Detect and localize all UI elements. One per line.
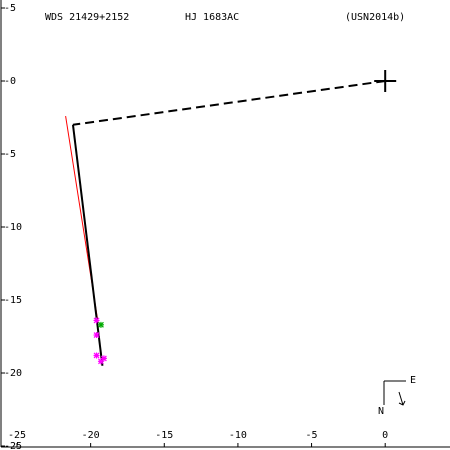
y-tick-label: -20 [4, 368, 22, 379]
x-tick-label: -5 [306, 430, 318, 441]
x-tick-label: -15 [155, 430, 173, 441]
chart-title: HJ 1683AC [185, 12, 239, 23]
x-tick-label: -20 [82, 430, 100, 441]
observation [93, 317, 100, 324]
y-tick-label: -5 [4, 3, 16, 14]
primary-star [374, 70, 397, 92]
x-tick-label: -10 [229, 430, 247, 441]
y-tick-label: -0 [4, 76, 16, 87]
y-tick-label: -25 [4, 441, 22, 450]
chart-title: (USN2014b) [345, 12, 405, 23]
observation [93, 352, 100, 359]
orbit-line [71, 124, 104, 366]
x-tick-label: -25 [8, 430, 26, 441]
observation [97, 358, 104, 365]
x-tick-label: 0 [382, 430, 388, 441]
observation [97, 321, 104, 328]
y-tick-label: -10 [4, 222, 22, 233]
observation [100, 355, 107, 362]
chart-title: WDS 21429+2152 [45, 12, 129, 23]
y-tick-label: -15 [4, 295, 22, 306]
observation [93, 332, 100, 339]
compass [383, 380, 406, 406]
orbit-line [72, 80, 386, 126]
compass-label: N [378, 406, 384, 417]
y-tick-label: -5 [4, 149, 16, 160]
compass-label: E [410, 375, 416, 386]
